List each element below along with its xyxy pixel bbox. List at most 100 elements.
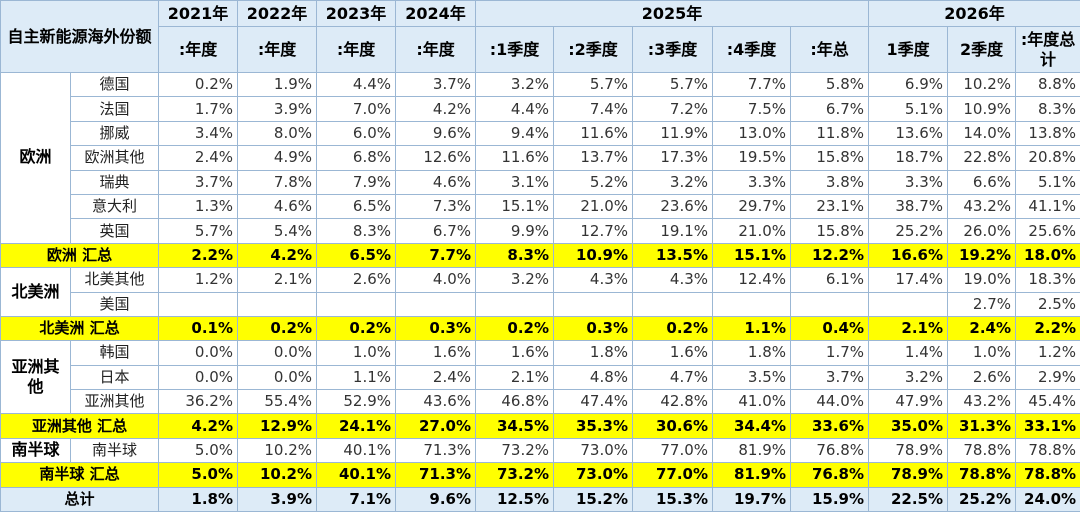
value-cell: 3.2%: [632, 169, 714, 195]
value-cell: 4.0%: [395, 267, 477, 293]
value-cell: 16.6%: [868, 242, 949, 269]
value-cell: 9.9%: [475, 218, 555, 244]
value-cell: 0.2%: [158, 71, 239, 98]
value-cell: 4.2%: [237, 242, 318, 269]
value-cell: 0.2%: [475, 315, 555, 342]
value-cell: 2.6%: [947, 364, 1017, 391]
value-cell: 1.7%: [790, 340, 870, 366]
value-cell: 76.8%: [790, 462, 870, 488]
value-cell: 3.3%: [712, 169, 792, 195]
period-header: :3季度: [632, 26, 714, 73]
value-cell: 13.6%: [868, 120, 949, 147]
empty-cell: [316, 291, 397, 317]
value-cell: 3.2%: [475, 71, 555, 98]
value-cell: 9.6%: [395, 120, 477, 147]
data-row: 法国 1.7% 3.9% 7.0% 4.2% 4.4% 7.4% 7.2% 7.5% 6.7% 5.…: [1, 96, 1080, 122]
value-cell: 0.0%: [237, 364, 318, 391]
value-cell: 46.8%: [475, 389, 555, 415]
value-cell: 6.7%: [395, 218, 477, 244]
value-cell: 3.2%: [475, 267, 555, 293]
value-cell: 24.1%: [316, 413, 397, 439]
data-row: 南半球 南半球 5.0% 10.2% 40.1% 71.3% 73.2% 73.0% 77.0%…: [0, 437, 1080, 464]
value-cell: 47.9%: [868, 389, 949, 415]
value-cell: 4.8%: [553, 364, 634, 391]
row-name: 欧洲其他: [69, 145, 160, 171]
corner-title: 自主新能源海外份额: [0, 0, 160, 73]
value-cell: 2.9%: [1015, 364, 1080, 391]
value-cell: 40.1%: [316, 437, 397, 464]
value-cell: 15.1%: [475, 193, 555, 220]
value-cell: 41.1%: [1015, 193, 1080, 220]
empty-cell: [158, 291, 239, 317]
value-cell: 13.7%: [553, 145, 634, 171]
value-cell: 52.9%: [316, 389, 397, 415]
value-cell: 0.0%: [158, 364, 239, 391]
summary-row: 欧洲 汇总 2.2% 4.2% 6.5% 7.7% 8.3% 10.9% 13.5% 15.1%…: [0, 242, 1080, 269]
value-cell: 2.4%: [947, 315, 1017, 342]
value-cell: 25.2%: [868, 218, 949, 244]
value-cell: 10.2%: [947, 71, 1017, 98]
value-cell: 5.7%: [553, 71, 634, 98]
value-cell: 21.0%: [712, 218, 792, 244]
value-cell: 13.5%: [632, 242, 714, 269]
value-cell: 23.1%: [790, 193, 870, 220]
value-cell: 4.9%: [237, 145, 318, 171]
summary-row: 南半球 汇总 5.0% 10.2% 40.1% 71.3% 73.2% 73.0% 77.0%…: [0, 462, 1080, 488]
summary-row: 北美洲 汇总 0.1% 0.2% 0.2% 0.3% 0.2% 0.3% 0.2% 1.1% 0.…: [0, 315, 1080, 342]
period-header: :年度: [316, 26, 397, 73]
year-header: 2022年: [237, 0, 318, 27]
value-cell: 1.6%: [475, 340, 555, 366]
value-cell: 20.8%: [1015, 145, 1080, 171]
year-header: 2025年: [475, 0, 870, 27]
group-name: 亚洲其他: [0, 340, 71, 415]
value-cell: 6.5%: [316, 242, 397, 269]
value-cell: 0.1%: [158, 315, 239, 342]
value-cell: 2.7%: [947, 291, 1017, 317]
row-name: 韩国: [69, 340, 160, 366]
value-cell: 0.2%: [237, 315, 318, 342]
value-cell: 3.3%: [868, 169, 949, 195]
value-cell: 76.8%: [790, 437, 870, 464]
value-cell: 3.7%: [790, 364, 870, 391]
value-cell: 2.4%: [158, 145, 239, 171]
value-cell: 7.7%: [395, 242, 477, 269]
value-cell: 4.4%: [316, 71, 397, 98]
value-cell: 3.7%: [395, 71, 477, 98]
value-cell: 73.2%: [475, 437, 555, 464]
row-name: 英国: [69, 218, 160, 244]
value-cell: 3.8%: [790, 169, 870, 195]
value-cell: 10.2%: [237, 462, 318, 488]
value-cell: 8.3%: [1015, 96, 1080, 122]
value-cell: 14.0%: [947, 120, 1017, 147]
value-cell: 78.8%: [1015, 437, 1080, 464]
period-header: :年度: [237, 26, 318, 73]
value-cell: 12.7%: [553, 218, 634, 244]
value-cell: 7.0%: [316, 96, 397, 122]
value-cell: 17.4%: [868, 267, 949, 293]
empty-cell: [237, 291, 318, 317]
empty-cell: [790, 291, 870, 317]
value-cell: 7.1%: [316, 486, 397, 512]
summary-name: 欧洲 汇总: [0, 242, 160, 269]
period-header: :2季度: [553, 26, 634, 73]
value-cell: 6.8%: [316, 145, 397, 171]
value-cell: 33.1%: [1015, 413, 1080, 439]
header-row: 自主新能源海外份额 2021年 2022年 2023年 2024年 2025年 2026年: [0, 0, 1080, 73]
value-cell: 18.7%: [868, 145, 949, 171]
value-cell: 15.2%: [553, 486, 634, 512]
value-cell: 12.6%: [395, 145, 477, 171]
value-cell: 11.6%: [553, 120, 634, 147]
value-cell: 12.4%: [712, 267, 792, 293]
value-cell: 71.3%: [395, 437, 477, 464]
data-row: 挪威 3.4% 8.0% 6.0% 9.6% 9.4% 11.6% 11.9% 13.0% 11.…: [1, 120, 1080, 147]
period-header: :1季度: [475, 26, 555, 73]
value-cell: 2.1%: [475, 364, 555, 391]
value-cell: 38.7%: [868, 193, 949, 220]
period-header: :年度总计: [1015, 26, 1080, 73]
value-cell: 4.6%: [237, 193, 318, 220]
value-cell: 0.0%: [158, 340, 239, 366]
data-row: 意大利 1.3% 4.6% 6.5% 7.3% 15.1% 21.0% 23.6% 29.7% 2…: [1, 193, 1080, 220]
value-cell: 1.7%: [158, 96, 239, 122]
value-cell: 43.2%: [947, 193, 1017, 220]
value-cell: 5.1%: [1015, 169, 1080, 195]
